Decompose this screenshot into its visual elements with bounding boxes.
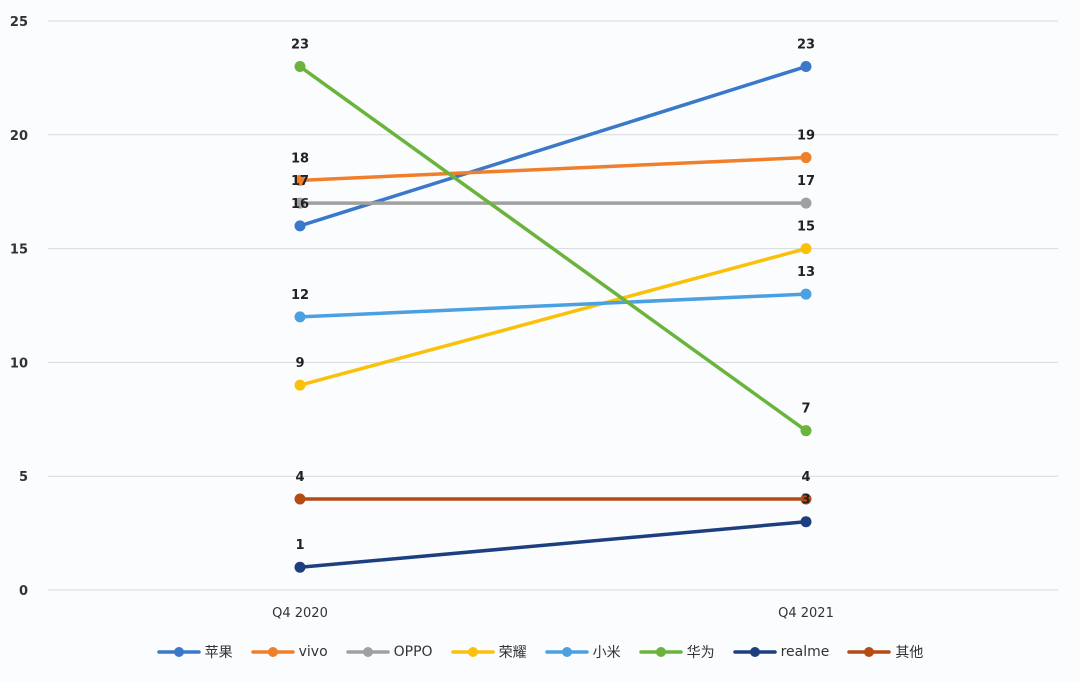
- legend-swatch-icon: [847, 647, 892, 657]
- legend-label: vivo: [298, 644, 328, 660]
- series-其他: [294, 493, 812, 505]
- y-axis: 0 5 10 15 20 25: [10, 15, 28, 599]
- data-point: [294, 493, 306, 505]
- series-line: [298, 155, 808, 183]
- y-tick-label: 25: [10, 15, 28, 30]
- legend-item[interactable]: 其他: [847, 642, 923, 662]
- y-tick-label: 10: [10, 356, 28, 371]
- legend-item[interactable]: 华为: [638, 642, 715, 662]
- legend-item[interactable]: vivo: [250, 642, 328, 662]
- data-point: [294, 61, 306, 73]
- legend-label: 华为: [686, 645, 715, 661]
- data-label: 15: [797, 220, 815, 235]
- data-point: [800, 425, 812, 437]
- data-point: [294, 561, 306, 573]
- series-line: [298, 519, 808, 569]
- data-label: 23: [291, 38, 309, 53]
- data-label: 17: [797, 174, 815, 189]
- data-point: [800, 288, 812, 300]
- series-小米: [294, 288, 812, 323]
- legend-swatch-icon: [156, 647, 201, 657]
- series-line: [298, 246, 808, 387]
- y-tick-label: 0: [19, 584, 28, 599]
- legend-swatch-icon: [638, 647, 683, 657]
- legend-label: 其他: [895, 645, 924, 661]
- data-point: [294, 220, 306, 232]
- x-tick-label: Q4 2021: [778, 606, 834, 621]
- legend-swatch-icon: [345, 647, 390, 657]
- data-label: 13: [797, 265, 815, 280]
- data-point: [294, 174, 306, 186]
- legend-swatch-icon: [450, 647, 495, 657]
- series-line: [298, 64, 808, 433]
- data-label: 3: [801, 493, 810, 508]
- legend-label: 苹果: [204, 645, 233, 661]
- series-vivo: [294, 152, 812, 186]
- y-tick-label: 5: [19, 470, 28, 485]
- series-华为: [294, 61, 812, 437]
- data-point: [800, 197, 812, 209]
- data-point: [800, 243, 812, 255]
- legend-swatch-icon: [544, 647, 589, 657]
- data-point: [800, 152, 812, 164]
- legend-label: OPPO: [393, 644, 433, 660]
- grid: [48, 20, 1058, 591]
- series-line: [298, 292, 808, 319]
- data-point: [294, 311, 306, 323]
- legend: 苹果 vivo OPPO 荣耀 小米 华为 realme 其他: [0, 642, 1080, 662]
- data-label: 4: [801, 470, 810, 485]
- legend-label: realme: [780, 644, 830, 660]
- legend-swatch-icon: [250, 647, 295, 657]
- data-label: 17: [291, 174, 309, 189]
- data-label: 1: [295, 538, 304, 553]
- y-tick-label: 15: [10, 243, 28, 258]
- data-point: [294, 379, 306, 391]
- series-OPPO: [294, 197, 812, 209]
- legend-item[interactable]: 荣耀: [450, 642, 527, 662]
- data-label: 19: [797, 129, 815, 144]
- series-苹果: [294, 61, 812, 232]
- series-line: [298, 64, 808, 228]
- legend-item[interactable]: 小米: [544, 642, 621, 662]
- data-label: 18: [291, 151, 309, 166]
- data-label: 9: [295, 356, 304, 371]
- x-axis: Q4 2020 Q4 2021: [272, 606, 834, 621]
- series-lines: [294, 61, 812, 573]
- x-tick-label: Q4 2020: [272, 606, 328, 621]
- data-label: 4: [295, 470, 304, 485]
- legend-item[interactable]: realme: [732, 642, 830, 662]
- legend-label: 小米: [592, 645, 621, 661]
- data-point: [294, 197, 306, 209]
- legend-label: 荣耀: [498, 645, 527, 661]
- y-tick-label: 20: [10, 129, 28, 144]
- data-label: 23: [797, 38, 815, 53]
- series-荣耀: [294, 243, 812, 391]
- data-point: [800, 61, 812, 73]
- data-label: 7: [801, 402, 810, 417]
- data-label: 12: [291, 288, 309, 303]
- legend-item[interactable]: OPPO: [345, 642, 433, 662]
- series-realme: [294, 516, 812, 573]
- legend-item[interactable]: 苹果: [156, 642, 233, 662]
- legend-swatch-icon: [732, 647, 777, 657]
- data-point: [800, 493, 812, 505]
- data-label: 16: [291, 197, 309, 212]
- data-point: [800, 516, 812, 528]
